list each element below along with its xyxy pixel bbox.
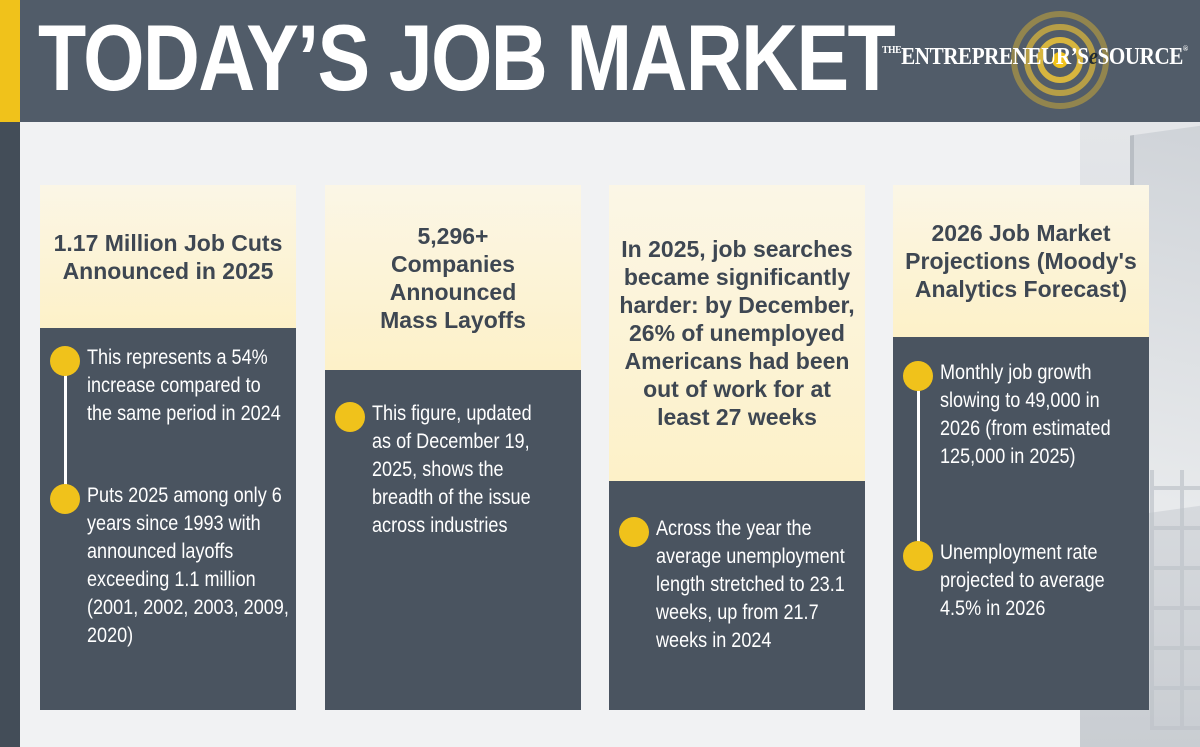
bullet-dot-icon	[50, 484, 80, 514]
left-rail	[0, 122, 20, 747]
bullet-dot-icon	[50, 346, 80, 376]
header-banner	[0, 0, 1200, 122]
column-card: Monthly job growth slowing to 49,000 in …	[893, 337, 1149, 710]
target-rings-icon	[1011, 11, 1109, 109]
column-heading: 2026 Job Market Projections (Moody's Ana…	[905, 220, 1137, 302]
column-heading-box: In 2025, job searches became significant…	[609, 185, 865, 481]
bullet-text: This represents a 54% increase compared …	[87, 346, 281, 425]
bullet-dot-icon	[619, 517, 649, 547]
bullet-text: This figure, updated as of December 19, …	[372, 402, 532, 537]
column-card: This represents a 54% increase compared …	[40, 328, 296, 710]
column-heading-box: 5,296+ Companies Announced Mass Layoffs	[325, 185, 581, 370]
logo-wordmark: THEENTREPRENEUR’SeSOURCE®	[882, 44, 1188, 71]
page-title: TODAY’S JOB MARKET	[38, 5, 896, 110]
logo-source: SOURCE	[1097, 44, 1184, 70]
bullet-text: Across the year the average unemployment…	[656, 517, 845, 652]
logo-trademark: ®	[1182, 44, 1188, 53]
accent-bar	[0, 0, 20, 122]
bullet-dot-icon	[903, 361, 933, 391]
brand-logo: THEENTREPRENEUR’SeSOURCE®	[882, 10, 1188, 110]
column-card: Across the year the average unemployment…	[609, 481, 865, 710]
bullet-dot-icon	[903, 541, 933, 571]
logo-e: e	[1088, 44, 1098, 70]
column-heading: 5,296+ Companies Announced Mass Layoffs	[380, 222, 526, 333]
column-heading-box: 2026 Job Market Projections (Moody's Ana…	[893, 185, 1149, 337]
column-heading-box: 1.17 Million Job Cuts Announced in 2025	[40, 185, 296, 328]
timeline-connector	[917, 377, 920, 553]
bullet-dot-icon	[335, 402, 365, 432]
timeline-connector	[64, 362, 67, 500]
logo-the: THE	[882, 44, 902, 56]
laptop-keyboard	[1150, 470, 1200, 730]
logo-brand: ENTREPRENEUR’S	[901, 44, 1089, 70]
bullet-text: Puts 2025 among only 6 years since 1993 …	[87, 484, 289, 647]
column-heading: In 2025, job searches became significant…	[619, 236, 855, 430]
column-heading: 1.17 Million Job Cuts Announced in 2025	[53, 229, 283, 284]
bullet-text: Unemployment rate projected to average 4…	[940, 541, 1105, 620]
column-card: This figure, updated as of December 19, …	[325, 370, 581, 710]
bullet-text: Monthly job growth slowing to 49,000 in …	[940, 361, 1111, 468]
